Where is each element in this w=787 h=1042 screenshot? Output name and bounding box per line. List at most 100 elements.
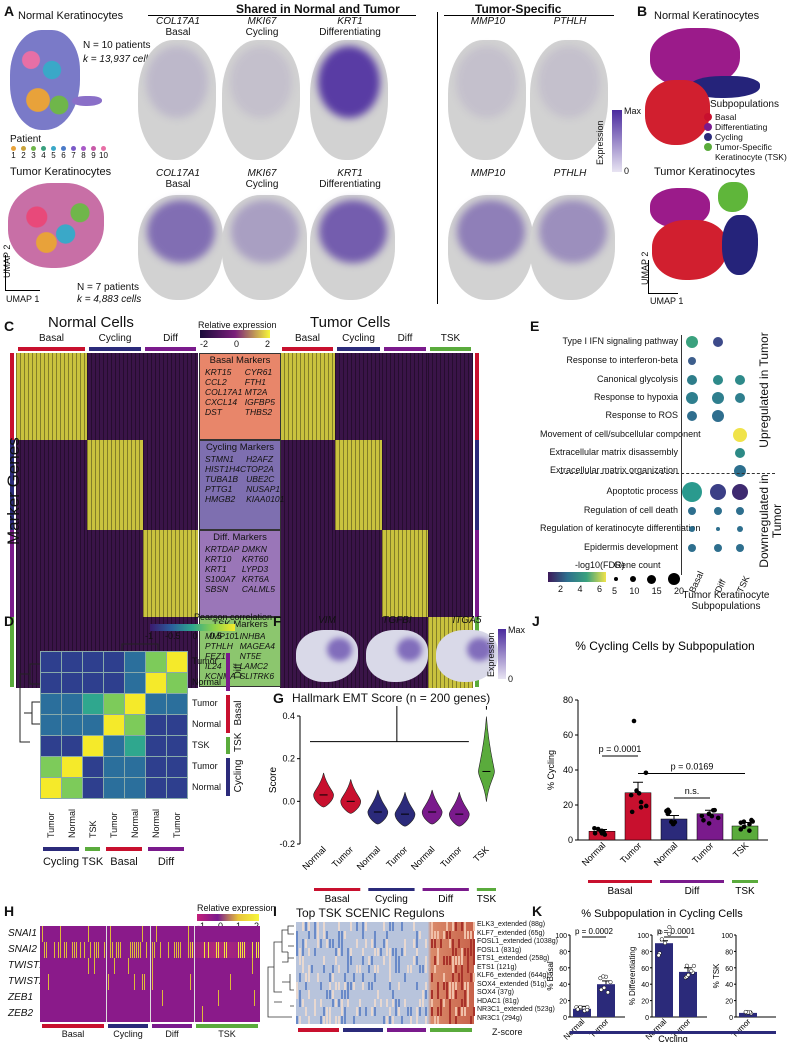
c-marker-gene: NT5E [239,651,262,661]
g-violin [340,779,362,814]
i-cell [365,1007,367,1016]
h-group-bar [152,1024,192,1028]
i-regulon-label: ETS1 (121g) [477,963,517,971]
i-cell [332,964,334,973]
d-matrix-cell [103,693,125,715]
d-row-label: Tumor [192,656,218,666]
h-row-label: ZEB1 [8,992,34,1003]
patient-color-dot [101,146,106,151]
b-legend-item: Basal [704,112,787,122]
k-point [599,987,604,992]
i-cell [455,1015,458,1024]
k-title: % Subpopulation in Cycling Cells [581,908,743,920]
e-fdr-tick: 2 [558,584,564,594]
i-cell [302,956,304,965]
i-cell [296,990,298,999]
h-expr-tick [152,942,153,958]
f-expression-overlay [467,637,492,662]
e-count-tick: 10 [629,586,640,596]
i-cell [371,939,373,948]
d-legend-title: Pearson correlation [194,612,273,622]
j-point [666,809,672,815]
k-group-bar [570,1031,776,1034]
c-marker-col-left: KRT15 CCL2 COL17A1 CXCL14 DST [205,367,242,417]
i-cell [398,956,400,965]
j-point [592,830,598,836]
d-matrix-cell [124,735,146,757]
i-cell [443,981,446,990]
normal-k: k = 13,937 cells [83,54,153,65]
h-expr-tick [152,958,153,974]
i-cell [308,1015,310,1024]
i-cell [302,922,304,931]
d-col-group-bar [43,847,79,851]
d-col-group-bar [85,847,100,851]
d-row-group-label: TSK [233,732,244,752]
h-expr-tick [88,958,89,974]
gene-role: Basal [165,27,191,38]
h-expr-tick [162,990,163,1006]
i-regulon-label: NR3C1_extended (523g) [477,1006,555,1013]
c-marker-box-title: Diff. Markers [213,532,267,543]
k-point [585,1007,590,1012]
i-cell [473,947,476,956]
i-cell [365,939,367,948]
i-cell [341,998,343,1007]
c-marker-gene: SLITRK6 [239,671,275,681]
normal-expression-umap [530,40,608,160]
i-cell [473,939,476,948]
e-term-label: Extracellular matrix organization [549,465,678,475]
j-category-label: Normal [652,840,680,868]
h-expr-tick [178,942,179,958]
g-group-label: Basal [325,894,350,905]
patient-legend-item: 9 [90,146,97,160]
i-cell [389,956,391,965]
j-category-label: Tumor [618,840,643,865]
h-expr-tick [58,942,59,958]
e-dot [712,410,724,422]
d-matrix-cell [145,756,167,778]
g-y-tick-label: -0.2 [279,839,295,849]
d-col-label: Normal [67,808,77,838]
patient-number: 8 [81,151,86,160]
h-expr-tick [134,942,135,958]
i-cell [425,956,427,965]
i-cell [362,956,364,965]
i-cell [317,939,319,948]
d-matrix-cell [145,693,167,715]
i-cell [353,981,355,990]
i-cell [443,956,446,965]
f-gene-title: TGFBI [382,615,412,626]
g-category-label: Normal [300,844,328,872]
i-cell [338,981,340,990]
j-y-tick-label: 0 [568,835,573,845]
patient-legend-item: 1 [10,146,17,160]
i-cell [413,956,415,965]
i-cell [386,1015,388,1024]
i-cell [341,990,343,999]
j-point [750,819,755,824]
i-cell [338,1015,340,1024]
j-point [701,817,706,823]
i-cell [437,956,440,965]
i-cell [425,981,427,990]
i-cell [296,981,298,990]
d-row-label: Normal [192,782,222,792]
d-col-group-label: Cycling [42,856,80,868]
i-cell [386,947,388,956]
j-point [643,803,649,809]
i-cell [404,998,406,1007]
i-cell [317,973,319,982]
e-dot [713,337,723,347]
panel-e-label: E [530,318,540,334]
d-matrix-cell [40,714,62,736]
i-cell [416,956,418,965]
normal-n: N = 10 patients [83,40,151,51]
c-marker-gene: KRT10 [205,554,232,564]
i-regulon-label: FOSL1 (831g) [477,946,522,954]
normal-patient-umap [10,30,80,130]
i-dendrogram-path [267,925,294,1018]
c-colorbar-ticks: -2 0 2 [200,339,270,349]
h-group-separator [194,926,195,1022]
i-regulon-label: SOX4 (37g) [477,989,514,996]
